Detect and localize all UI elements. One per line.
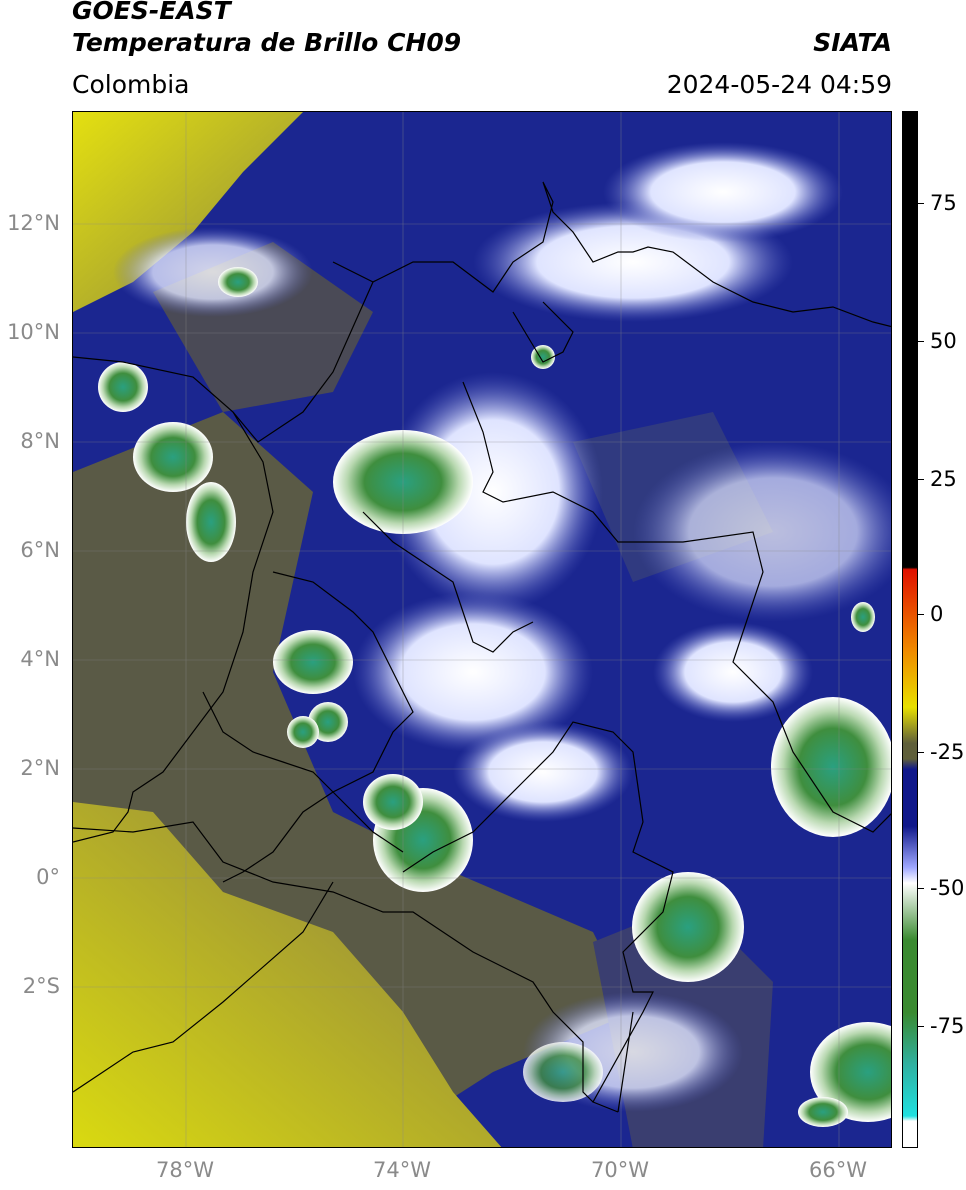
cb-tick-minus75: -75 (930, 1014, 965, 1038)
title-satellite: GOES-EAST (72, 0, 231, 25)
graticule (73, 112, 891, 1147)
colorbar (902, 111, 918, 1148)
cb-tick-75: 75 (930, 191, 957, 215)
satellite-map (72, 111, 892, 1148)
lat-tick-12n: 12°N (7, 211, 60, 235)
cb-mark-75 (918, 203, 924, 204)
cb-tick-0: 0 (930, 602, 944, 626)
cb-tick-minus50: -50 (930, 876, 965, 900)
lat-tick-8n: 8°N (20, 429, 60, 453)
lon-tick-78w: 78°W (156, 1158, 214, 1182)
lon-tick-70w: 70°W (591, 1158, 649, 1182)
lat-tick-10n: 10°N (7, 320, 60, 344)
lon-tick-74w: 74°W (373, 1158, 431, 1182)
lat-tick-2n: 2°N (20, 756, 60, 780)
lat-tick-0: 0° (36, 865, 60, 889)
cb-tick-minus25: -25 (930, 740, 965, 764)
agency-label: SIATA (813, 28, 892, 57)
cb-mark-minus75 (918, 1026, 924, 1027)
title-product: Temperatura de Brillo CH09 (72, 28, 462, 57)
cb-tick-50: 50 (930, 329, 957, 353)
lat-tick-4n: 4°N (20, 647, 60, 671)
timestamp-label: 2024-05-24 04:59 (666, 70, 892, 99)
cb-mark-0 (918, 614, 924, 615)
satellite-imagery (73, 112, 891, 1147)
cb-mark-25 (918, 479, 924, 480)
cb-mark-50 (918, 341, 924, 342)
lat-tick-6n: 6°N (20, 538, 60, 562)
cb-tick-25: 25 (930, 467, 957, 491)
cb-mark-minus25 (918, 752, 924, 753)
country-borders (73, 181, 891, 1113)
lat-tick-2s: 2°S (22, 974, 60, 998)
region-label: Colombia (72, 70, 190, 99)
cb-mark-minus50 (918, 888, 924, 889)
lon-tick-66w: 66°W (809, 1158, 867, 1182)
